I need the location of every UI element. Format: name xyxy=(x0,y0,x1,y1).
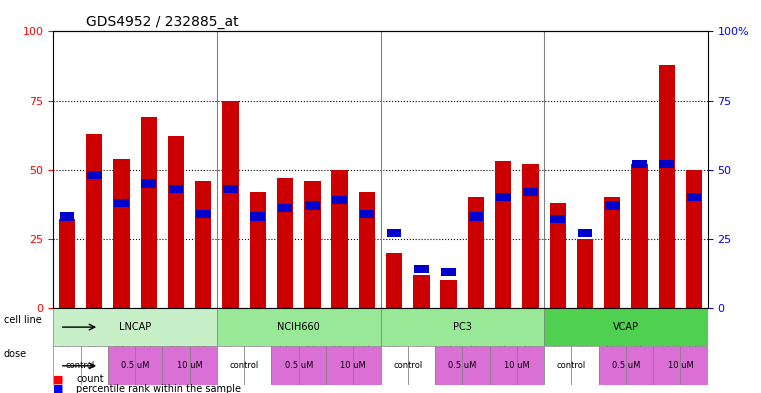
Bar xyxy=(250,213,265,221)
Text: ■: ■ xyxy=(53,374,64,384)
Bar xyxy=(59,219,75,308)
FancyBboxPatch shape xyxy=(353,347,380,385)
Bar xyxy=(169,185,183,193)
Bar xyxy=(496,193,511,201)
Bar xyxy=(332,170,348,308)
Bar xyxy=(686,193,702,201)
FancyBboxPatch shape xyxy=(380,347,408,385)
Bar xyxy=(305,201,320,210)
Bar xyxy=(196,210,211,218)
FancyBboxPatch shape xyxy=(544,347,572,385)
Text: 10 uM: 10 uM xyxy=(340,361,366,370)
Bar xyxy=(632,160,647,168)
Bar xyxy=(358,192,375,308)
Bar xyxy=(441,280,457,308)
FancyBboxPatch shape xyxy=(189,347,217,385)
Text: 10 uM: 10 uM xyxy=(504,361,530,370)
FancyBboxPatch shape xyxy=(108,347,135,385)
Bar xyxy=(632,164,648,308)
Bar xyxy=(59,213,75,221)
FancyBboxPatch shape xyxy=(298,347,326,385)
FancyBboxPatch shape xyxy=(81,347,108,385)
FancyBboxPatch shape xyxy=(544,308,708,347)
Text: LNCAP: LNCAP xyxy=(119,322,151,332)
Bar xyxy=(86,134,102,308)
Bar xyxy=(605,201,619,210)
FancyBboxPatch shape xyxy=(680,347,708,385)
Bar xyxy=(195,181,212,308)
Bar xyxy=(113,158,129,308)
FancyBboxPatch shape xyxy=(53,347,81,385)
Bar xyxy=(167,136,184,308)
Bar xyxy=(659,64,675,308)
Bar xyxy=(550,215,565,224)
Bar xyxy=(522,164,539,308)
Bar xyxy=(578,229,592,237)
Text: control: control xyxy=(230,361,259,370)
Text: 0.5 uM: 0.5 uM xyxy=(612,361,640,370)
FancyBboxPatch shape xyxy=(599,347,626,385)
Text: control: control xyxy=(557,361,586,370)
Bar xyxy=(250,192,266,308)
Text: 0.5 uM: 0.5 uM xyxy=(448,361,476,370)
FancyBboxPatch shape xyxy=(408,347,435,385)
FancyBboxPatch shape xyxy=(244,347,272,385)
FancyBboxPatch shape xyxy=(653,347,680,385)
Bar xyxy=(469,213,483,221)
Bar xyxy=(414,265,428,273)
Text: NCIH660: NCIH660 xyxy=(277,322,320,332)
Bar xyxy=(686,170,702,308)
Bar xyxy=(359,210,374,218)
Bar xyxy=(114,198,129,207)
FancyBboxPatch shape xyxy=(217,347,244,385)
FancyBboxPatch shape xyxy=(217,308,380,347)
Text: PC3: PC3 xyxy=(453,322,472,332)
Bar xyxy=(278,204,292,213)
Bar xyxy=(549,203,566,308)
Bar xyxy=(142,179,156,187)
FancyBboxPatch shape xyxy=(162,347,189,385)
Text: percentile rank within the sample: percentile rank within the sample xyxy=(76,384,241,393)
FancyBboxPatch shape xyxy=(435,347,463,385)
Text: dose: dose xyxy=(4,349,27,359)
FancyBboxPatch shape xyxy=(135,347,162,385)
Bar xyxy=(468,197,484,308)
Bar xyxy=(304,181,320,308)
Text: 0.5 uM: 0.5 uM xyxy=(285,361,313,370)
FancyBboxPatch shape xyxy=(626,347,653,385)
Bar xyxy=(87,171,101,179)
FancyBboxPatch shape xyxy=(380,308,544,347)
Text: control: control xyxy=(393,361,422,370)
Text: control: control xyxy=(66,361,95,370)
Bar xyxy=(604,197,620,308)
FancyBboxPatch shape xyxy=(489,347,517,385)
Text: VCAP: VCAP xyxy=(613,322,639,332)
Bar xyxy=(333,196,347,204)
Bar xyxy=(386,252,403,308)
Bar xyxy=(277,178,293,308)
Bar xyxy=(577,239,594,308)
Text: count: count xyxy=(76,374,103,384)
Text: cell line: cell line xyxy=(4,315,42,325)
Text: ■: ■ xyxy=(53,384,64,393)
Bar xyxy=(141,117,157,308)
Bar xyxy=(222,101,239,308)
Bar xyxy=(413,275,429,308)
Bar xyxy=(441,268,456,276)
Text: GDS4952 / 232885_at: GDS4952 / 232885_at xyxy=(86,15,239,29)
Text: 0.5 uM: 0.5 uM xyxy=(121,361,149,370)
FancyBboxPatch shape xyxy=(517,347,544,385)
FancyBboxPatch shape xyxy=(53,308,217,347)
Text: 10 uM: 10 uM xyxy=(177,361,202,370)
FancyBboxPatch shape xyxy=(272,347,298,385)
Bar xyxy=(387,229,402,237)
FancyBboxPatch shape xyxy=(463,347,489,385)
FancyBboxPatch shape xyxy=(326,347,353,385)
Bar xyxy=(523,187,538,196)
Bar xyxy=(495,161,511,308)
Bar xyxy=(660,160,674,168)
Bar xyxy=(223,185,238,193)
Text: 10 uM: 10 uM xyxy=(667,361,693,370)
FancyBboxPatch shape xyxy=(572,347,599,385)
